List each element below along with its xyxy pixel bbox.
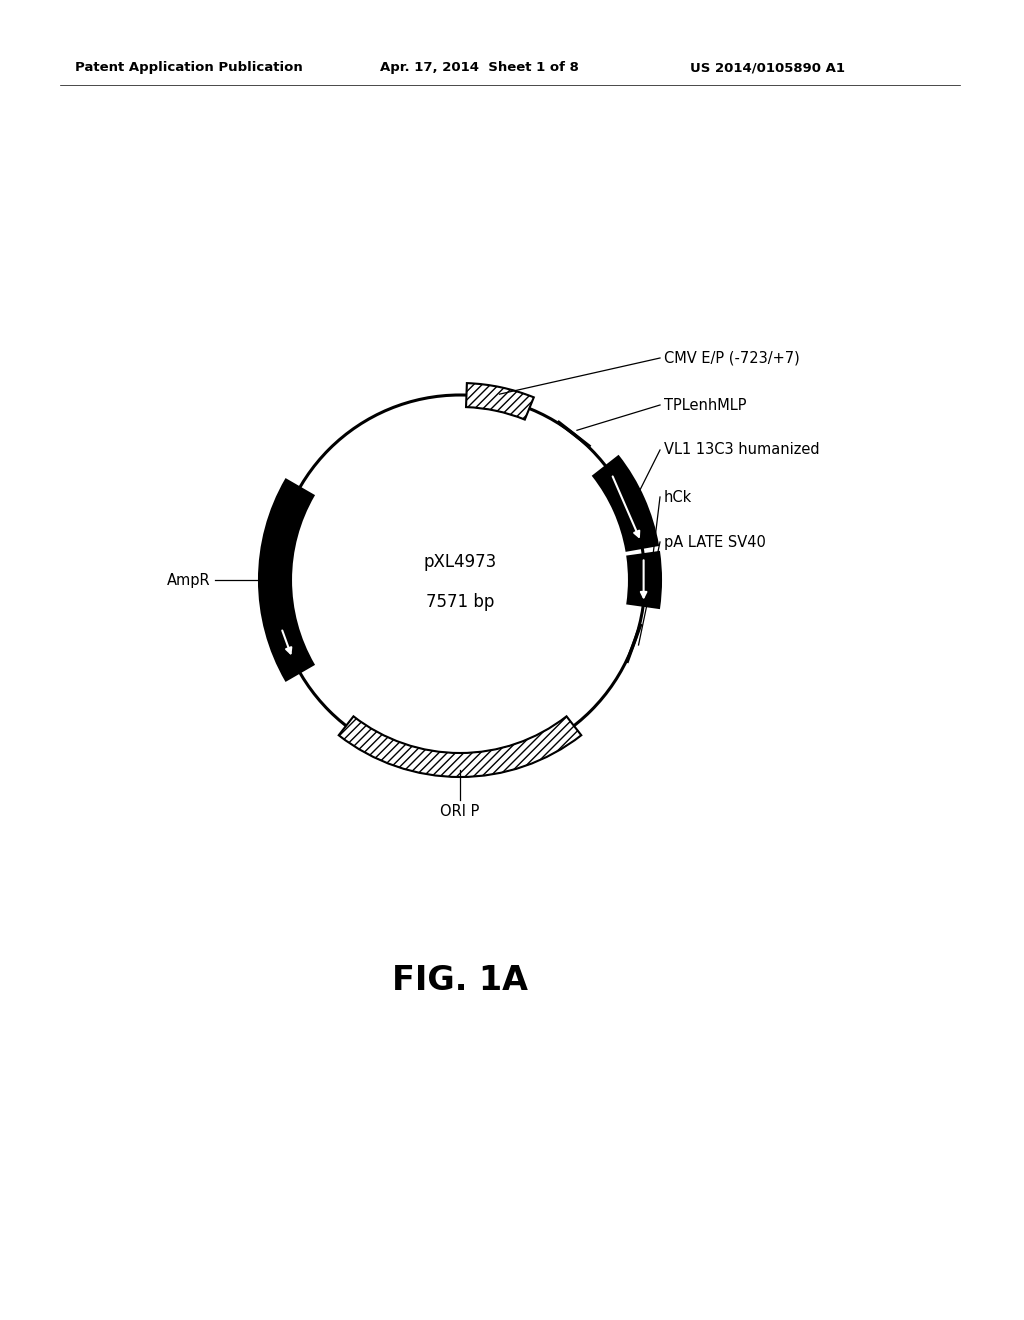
Text: CMV E/P (-723/+7): CMV E/P (-723/+7) (664, 351, 800, 366)
Text: Apr. 17, 2014  Sheet 1 of 8: Apr. 17, 2014 Sheet 1 of 8 (380, 62, 579, 74)
Text: ORI P: ORI P (440, 804, 479, 818)
Wedge shape (339, 717, 582, 777)
Wedge shape (259, 479, 313, 681)
Text: TPLenhMLP: TPLenhMLP (664, 397, 746, 412)
Text: pA LATE SV40: pA LATE SV40 (664, 535, 766, 549)
Text: FIG. 1A: FIG. 1A (392, 964, 528, 997)
Wedge shape (628, 552, 662, 609)
Text: 7571 bp: 7571 bp (426, 593, 495, 611)
Wedge shape (466, 383, 534, 420)
Text: VL1 13C3 humanized: VL1 13C3 humanized (664, 442, 819, 458)
Text: pXL4973: pXL4973 (423, 553, 497, 572)
Text: US 2014/0105890 A1: US 2014/0105890 A1 (690, 62, 845, 74)
Wedge shape (593, 457, 658, 550)
Text: Patent Application Publication: Patent Application Publication (75, 62, 303, 74)
Text: AmpR: AmpR (167, 573, 211, 587)
Text: hCk: hCk (664, 490, 692, 504)
